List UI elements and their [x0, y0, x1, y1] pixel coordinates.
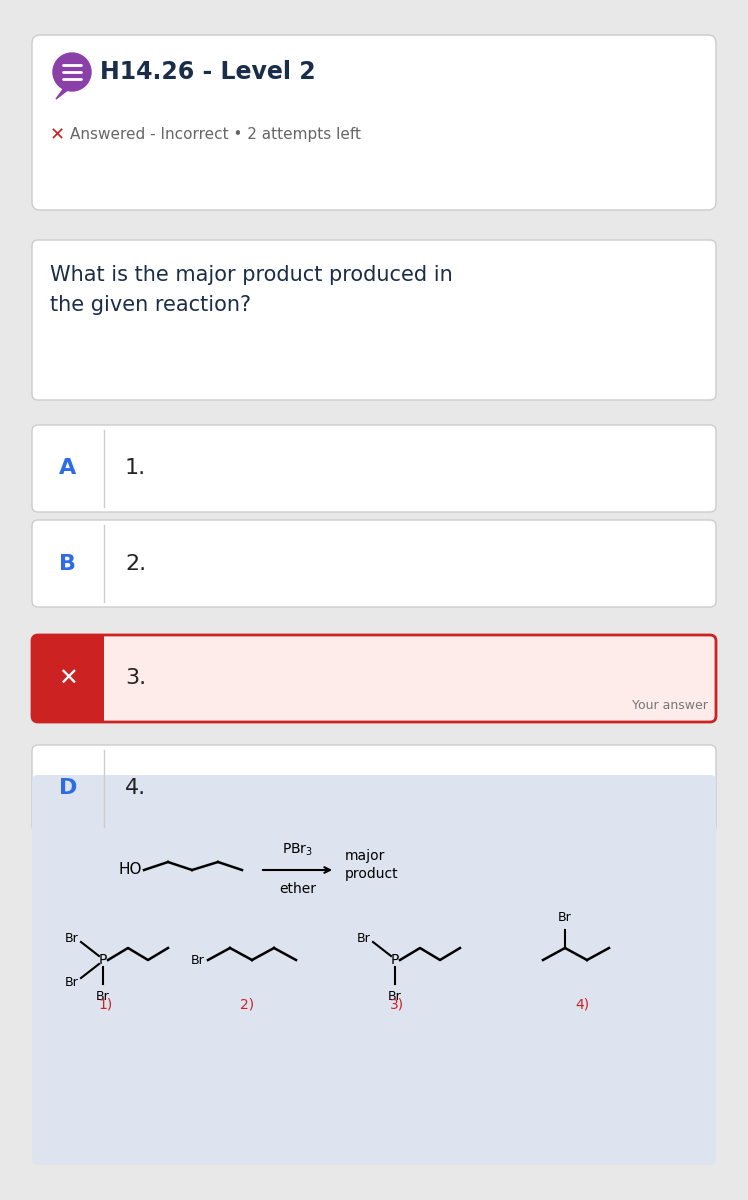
Text: 1.: 1.: [125, 458, 146, 479]
Text: B: B: [60, 553, 76, 574]
Text: P: P: [390, 953, 399, 967]
FancyBboxPatch shape: [32, 745, 716, 832]
Text: 2.: 2.: [125, 553, 146, 574]
Bar: [74, 635, 104, 722]
Text: 4): 4): [575, 998, 589, 1012]
Text: What is the major product produced in
the given reaction?: What is the major product produced in th…: [50, 265, 453, 314]
FancyBboxPatch shape: [32, 425, 716, 512]
Text: A: A: [59, 458, 76, 479]
Text: H14.26 - Level 2: H14.26 - Level 2: [100, 60, 316, 84]
Text: 3): 3): [390, 998, 404, 1012]
FancyBboxPatch shape: [32, 240, 716, 400]
Text: Br: Br: [65, 976, 79, 989]
Text: PBr$_3$: PBr$_3$: [282, 841, 313, 858]
Text: Br: Br: [191, 954, 205, 966]
Text: ✕: ✕: [50, 126, 65, 144]
FancyBboxPatch shape: [32, 520, 716, 607]
Circle shape: [53, 53, 91, 91]
Text: 1): 1): [98, 998, 112, 1012]
Text: 2): 2): [240, 998, 254, 1012]
Text: Br: Br: [96, 990, 110, 1003]
Text: major
product: major product: [345, 848, 399, 881]
Text: P: P: [99, 953, 107, 967]
Text: Answered - Incorrect • 2 attempts left: Answered - Incorrect • 2 attempts left: [70, 127, 361, 143]
FancyBboxPatch shape: [32, 635, 104, 722]
FancyBboxPatch shape: [32, 775, 716, 1165]
FancyBboxPatch shape: [32, 635, 716, 722]
Text: Br: Br: [358, 931, 371, 944]
Text: ether: ether: [279, 882, 316, 896]
Text: Your answer: Your answer: [632, 698, 708, 712]
Polygon shape: [56, 88, 69, 98]
Text: HO: HO: [118, 863, 142, 877]
Text: Br: Br: [65, 931, 79, 944]
FancyBboxPatch shape: [32, 35, 716, 210]
Text: D: D: [59, 779, 77, 798]
Text: Br: Br: [558, 911, 572, 924]
Text: ✕: ✕: [58, 666, 78, 690]
Text: 3.: 3.: [125, 668, 146, 689]
Text: 4.: 4.: [125, 779, 146, 798]
Text: Br: Br: [388, 990, 402, 1003]
